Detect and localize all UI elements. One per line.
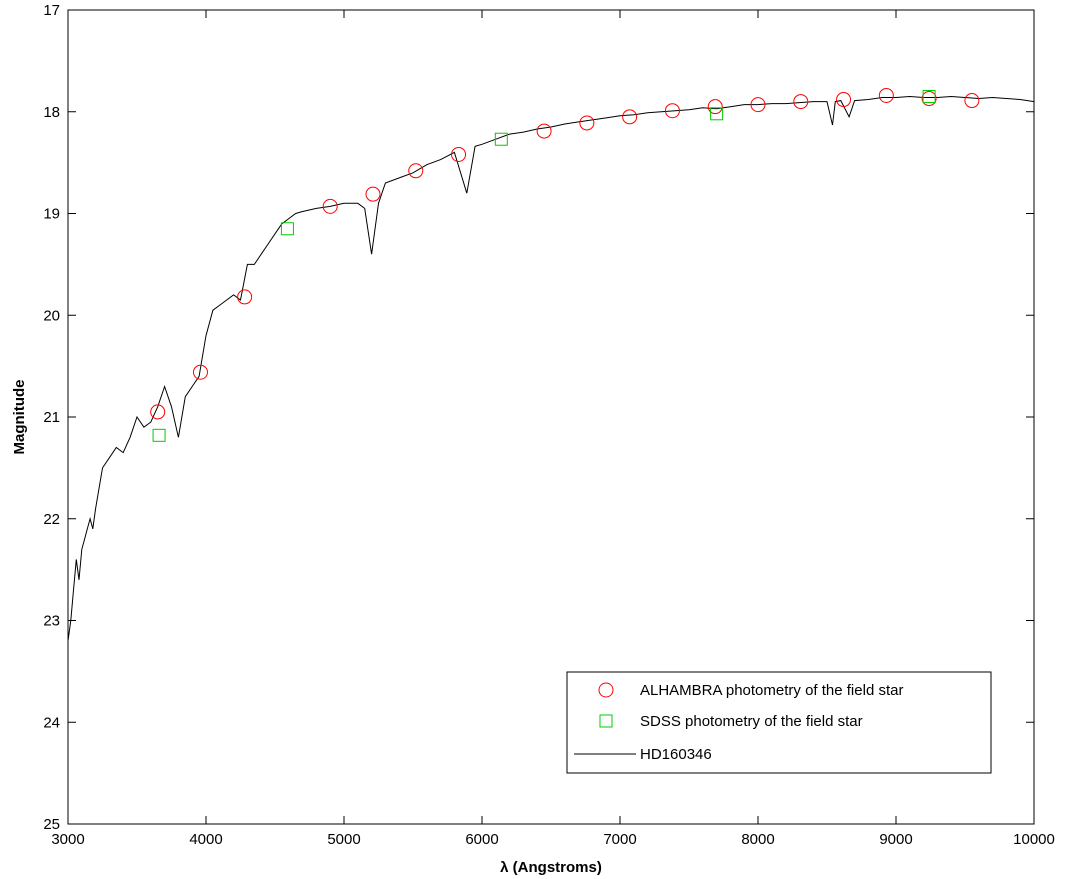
y-tick-label: 23 — [43, 613, 60, 630]
y-tick-label: 24 — [43, 714, 60, 731]
legend-marker-alhambra — [598, 682, 614, 698]
hd160346-line — [67, 95, 1035, 641]
y-tick-label: 19 — [43, 206, 60, 223]
alhambra-point — [750, 97, 766, 113]
legend-box — [566, 671, 992, 774]
legend-label-alhambra: ALHAMBRA photometry of the field star — [640, 682, 903, 699]
alhambra-point — [664, 103, 680, 119]
sdss-series — [152, 89, 936, 442]
alhambra-point — [964, 93, 980, 109]
x-tick-label: 3000 — [51, 831, 84, 848]
legend: ALHAMBRA photometry of the field star SD… — [566, 671, 992, 774]
x-tick-label: 4000 — [189, 831, 222, 848]
legend-marker-sdss — [599, 714, 613, 728]
x-tick-label: 5000 — [327, 831, 360, 848]
sdss-point — [494, 132, 508, 146]
x-tick-label: 6000 — [465, 831, 498, 848]
alhambra-point — [878, 87, 894, 103]
alhambra-point — [237, 289, 253, 305]
y-tick-label: 17 — [43, 2, 60, 19]
spectrum-series — [67, 95, 1035, 641]
alhambra-point — [921, 91, 937, 107]
x-axis: 3000 4000 5000 6000 7000 8000 9000 10000 — [51, 10, 1055, 848]
legend-label-hd160346: HD160346 — [640, 746, 712, 763]
y-tick-label: 20 — [43, 307, 60, 324]
y-tick-label: 22 — [43, 511, 60, 528]
alhambra-series — [150, 87, 980, 420]
alhambra-point — [836, 92, 852, 108]
alhambra-point — [408, 163, 424, 179]
x-tick-label: 7000 — [603, 831, 636, 848]
x-tick-label: 10000 — [1013, 831, 1055, 848]
alhambra-point — [707, 99, 723, 115]
sdss-point — [152, 428, 166, 442]
alhambra-point — [192, 364, 208, 380]
sdss-point — [280, 222, 294, 236]
x-tick-label: 9000 — [879, 831, 912, 848]
y-tick-label: 25 — [43, 816, 60, 833]
alhambra-point — [793, 94, 809, 110]
y-axis-label: Magnitude — [11, 380, 28, 455]
x-tick-label: 8000 — [741, 831, 774, 848]
alhambra-point — [322, 198, 338, 214]
alhambra-point — [579, 115, 595, 131]
alhambra-point — [365, 186, 381, 202]
y-tick-label: 18 — [43, 104, 60, 121]
sdss-point — [922, 89, 936, 103]
sdss-point — [710, 107, 724, 121]
y-axis: 17 18 19 20 21 22 23 24 25 — [43, 2, 1034, 833]
y-tick-label: 21 — [43, 409, 60, 426]
legend-label-sdss: SDSS photometry of the field star — [640, 713, 863, 730]
alhambra-point — [622, 109, 638, 125]
alhambra-point — [451, 146, 467, 162]
x-axis-label: λ (Angstroms) — [500, 859, 602, 876]
alhambra-point — [150, 404, 166, 420]
alhambra-point — [536, 123, 552, 139]
